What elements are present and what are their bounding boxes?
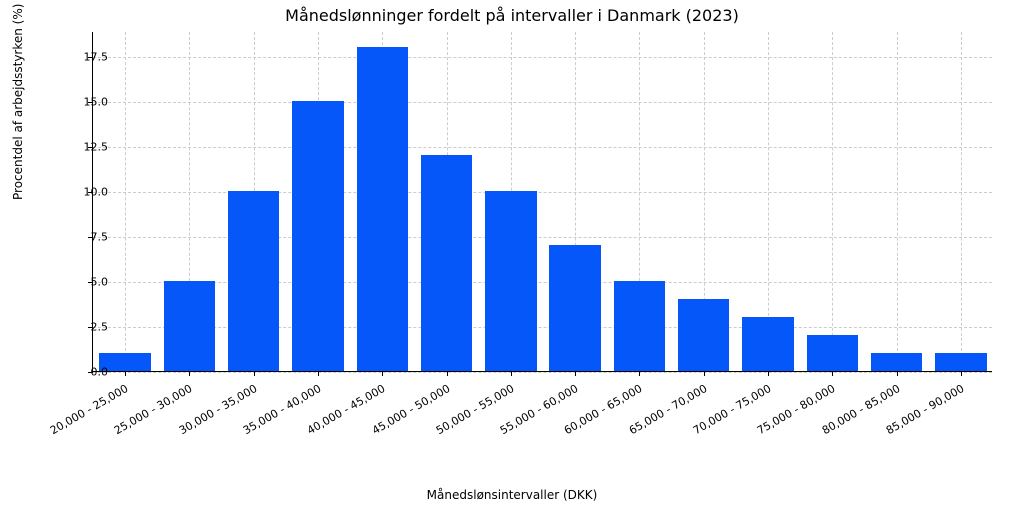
bar [292,101,343,371]
grid-line-h [93,57,992,58]
x-tick-mark [832,371,833,376]
grid-line-h [93,147,992,148]
x-tick-mark [575,371,576,376]
grid-line-h [93,372,992,373]
y-tick-label: 5.0 [48,276,108,289]
x-tick-mark [125,371,126,376]
plot-area [92,32,992,372]
y-tick-label: 10.0 [48,186,108,199]
grid-line-v [961,32,962,371]
x-tick-mark [768,371,769,376]
y-tick-label: 15.0 [48,96,108,109]
y-tick-label: 2.5 [48,321,108,334]
grid-line-v [897,32,898,371]
x-tick-mark [254,371,255,376]
y-tick-label: 7.5 [48,231,108,244]
x-tick-mark [704,371,705,376]
x-axis-label: Månedslønsintervaller (DKK) [0,488,1024,502]
x-tick-mark [189,371,190,376]
x-tick-mark [447,371,448,376]
chart-title: Månedslønninger fordelt på intervaller i… [0,6,1024,25]
bar [678,299,729,371]
bar [871,353,922,371]
y-tick-label: 12.5 [48,141,108,154]
bar [935,353,986,371]
x-tick-mark [961,371,962,376]
grid-line-h [93,102,992,103]
x-tick-mark [897,371,898,376]
grid-line-v [832,32,833,371]
bar [614,281,665,371]
bar [485,191,536,371]
bar [807,335,858,371]
x-tick-mark [639,371,640,376]
y-axis-label: Procentdel af arbejdsstyrken (%) [11,4,25,200]
bar [421,155,472,371]
bar [164,281,215,371]
grid-line-v [125,32,126,371]
y-tick-label: 0.0 [48,366,108,379]
bar [549,245,600,371]
salary-histogram-chart: Månedslønninger fordelt på intervaller i… [0,0,1024,508]
x-tick-mark [318,371,319,376]
x-tick-mark [511,371,512,376]
bar [228,191,279,371]
bar [357,47,408,371]
x-tick-mark [382,371,383,376]
bar [742,317,793,371]
y-tick-label: 17.5 [48,51,108,64]
